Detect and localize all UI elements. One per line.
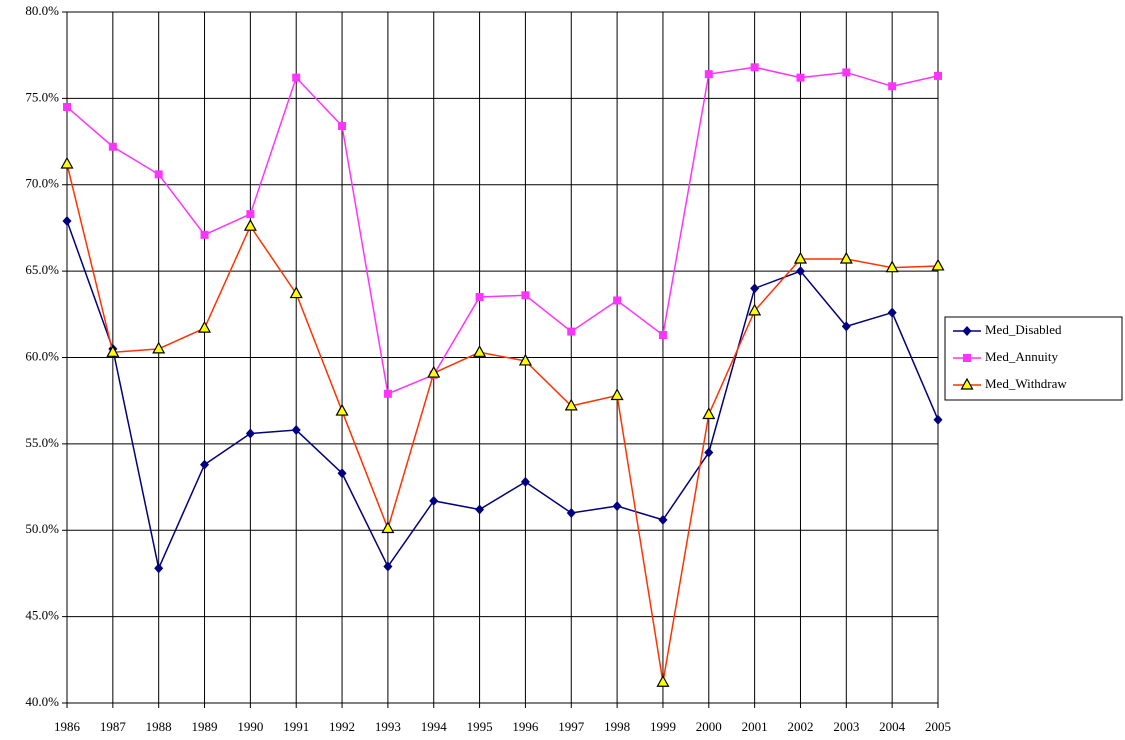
y-tick-label: 80.0% [25, 3, 59, 18]
marker [198, 320, 212, 333]
marker [200, 230, 209, 239]
marker [518, 353, 532, 366]
marker [292, 73, 301, 82]
y-tick-label: 50.0% [25, 521, 59, 536]
marker [381, 521, 395, 534]
marker [960, 377, 974, 390]
marker [289, 286, 303, 299]
marker [152, 341, 166, 354]
x-tick-label: 2001 [742, 719, 768, 734]
marker [108, 142, 117, 151]
marker [795, 266, 805, 277]
y-tick-label: 45.0% [25, 608, 59, 623]
marker [383, 561, 393, 572]
marker [796, 73, 805, 82]
marker [243, 218, 257, 231]
x-tick-label: 1987 [100, 719, 127, 734]
marker [337, 468, 347, 479]
x-tick-label: 2003 [833, 719, 859, 734]
marker [842, 68, 851, 77]
marker [475, 504, 485, 515]
x-tick-label: 1988 [146, 719, 172, 734]
marker [521, 291, 530, 300]
legend-label: Med_Disabled [985, 322, 1062, 337]
marker [106, 345, 120, 357]
marker [245, 428, 255, 439]
marker [612, 501, 622, 512]
marker [291, 425, 301, 436]
x-tick-label: 1986 [54, 719, 81, 734]
x-tick-label: 1999 [650, 719, 676, 734]
marker [427, 365, 441, 378]
x-tick-label: 1994 [421, 719, 448, 734]
marker [963, 354, 971, 362]
marker [704, 70, 713, 79]
y-tick-label: 70.0% [25, 176, 59, 191]
x-tick-label: 1991 [283, 719, 309, 734]
x-tick-label: 2005 [925, 719, 951, 734]
marker [475, 293, 484, 302]
marker [888, 82, 897, 91]
y-tick-label: 40.0% [25, 694, 59, 709]
x-tick-label: 2002 [787, 719, 813, 734]
x-tick-label: 1995 [467, 719, 493, 734]
marker [750, 283, 760, 294]
marker [564, 398, 578, 411]
marker [931, 258, 945, 271]
legend-label: Med_Annuity [985, 349, 1058, 364]
marker [62, 216, 72, 227]
marker [154, 170, 163, 179]
marker [658, 331, 667, 340]
marker [567, 327, 576, 336]
marker [933, 414, 943, 425]
marker [702, 407, 716, 420]
x-tick-label: 1996 [512, 719, 539, 734]
x-tick-label: 1989 [192, 719, 218, 734]
x-tick-label: 1997 [558, 719, 585, 734]
marker [613, 296, 622, 305]
y-tick-label: 65.0% [25, 262, 59, 277]
marker [704, 447, 714, 458]
legend-label: Med_Withdraw [985, 376, 1067, 391]
y-tick-label: 60.0% [25, 348, 59, 363]
marker [793, 251, 807, 264]
marker [934, 71, 942, 80]
marker [473, 345, 487, 357]
marker [887, 307, 897, 318]
marker [962, 326, 972, 336]
marker [656, 675, 670, 687]
marker [246, 210, 255, 219]
marker [566, 507, 576, 518]
marker [63, 103, 71, 112]
plot-frame [66, 11, 939, 704]
marker [839, 251, 853, 264]
marker [383, 389, 392, 398]
x-tick-label: 2004 [879, 719, 906, 734]
marker [60, 156, 74, 169]
x-tick-label: 1993 [375, 719, 401, 734]
x-tick-label: 1998 [604, 719, 630, 734]
marker [154, 563, 164, 574]
marker [335, 403, 349, 416]
series-line [66, 163, 939, 683]
marker [885, 260, 899, 273]
marker [748, 303, 762, 316]
x-tick-label: 1992 [329, 719, 355, 734]
marker [658, 514, 668, 525]
marker [750, 63, 759, 72]
x-tick-label: 2000 [696, 719, 722, 734]
series-line [66, 66, 939, 395]
marker [429, 495, 439, 506]
y-tick-label: 75.0% [25, 89, 59, 104]
marker [520, 476, 530, 487]
y-tick-label: 55.0% [25, 435, 59, 450]
marker [338, 122, 347, 131]
marker [841, 321, 851, 332]
marker [200, 459, 210, 470]
series-line [66, 220, 939, 571]
x-tick-label: 1990 [237, 719, 263, 734]
marker [610, 388, 624, 401]
